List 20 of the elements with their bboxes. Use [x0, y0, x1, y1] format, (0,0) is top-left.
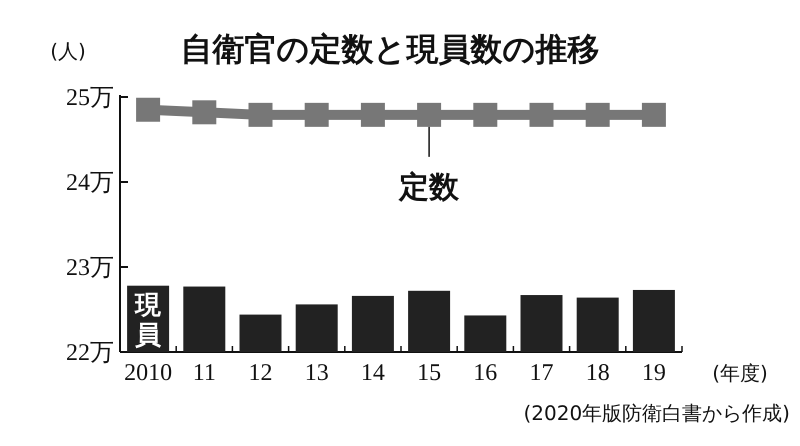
x-tick-label: 18 [586, 360, 610, 386]
x-axis-title: (年度) [712, 361, 768, 385]
x-tick-label: 15 [417, 360, 442, 386]
text: (2020年版防衛白書から作成) [523, 401, 790, 425]
x-tick-label: 13 [304, 360, 329, 386]
y-tick-label: 25万 [66, 85, 114, 111]
y-tick-label: 24万 [66, 170, 114, 196]
x-tick-label: 12 [248, 360, 272, 386]
chart-title: 自衛官の定数と現員数の推移 [180, 30, 600, 68]
x-tick-label: 16 [473, 360, 498, 386]
y-axis-title: (人) [50, 39, 86, 63]
y-tick-label: 23万 [66, 255, 114, 281]
x-tick-label: 14 [360, 360, 385, 386]
series-label: 定数 [398, 170, 460, 205]
x-tick-label: 19 [642, 360, 666, 386]
x-tick-label: 11 [192, 360, 216, 386]
x-tick-label: 2010 [124, 360, 172, 386]
x-tick-label: 17 [530, 360, 554, 386]
y-tick-label: 22万 [66, 340, 114, 366]
series-label: 現員 [134, 290, 162, 351]
